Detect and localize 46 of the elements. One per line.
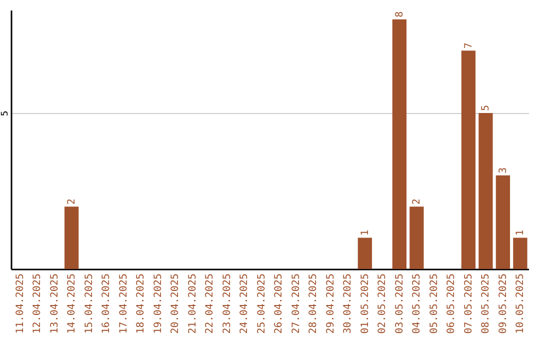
bar	[392, 19, 406, 269]
x-tick-label: 18.04.2025	[136, 274, 147, 334]
x-tick-label: 21.04.2025	[187, 274, 198, 334]
data-label: 5	[480, 104, 492, 111]
data-label: 3	[498, 167, 509, 174]
data-label: 8	[394, 11, 406, 18]
x-tick-label: 09.05.2025	[498, 274, 509, 334]
x-tick-label: 27.04.2025	[290, 274, 302, 334]
x-tick-label: 30.04.2025	[342, 274, 354, 334]
x-tick-label: 01.05.2025	[360, 274, 371, 334]
x-tick-label: 20.04.2025	[170, 274, 182, 334]
x-tick-label: 13.04.2025	[49, 274, 60, 334]
x-tick-label: 25.04.2025	[256, 274, 268, 334]
x-tick-label: 23.04.2025	[222, 274, 233, 334]
data-label: 7	[463, 42, 474, 49]
x-tick-label: 05.05.2025	[428, 274, 440, 334]
x-tick-label: 07.05.2025	[463, 274, 474, 334]
x-tick-label: 12.04.2025	[32, 274, 44, 334]
x-tick-label: 24.04.2025	[239, 274, 250, 334]
x-tick-label: 02.05.2025	[377, 274, 388, 334]
x-tick-label: 26.04.2025	[274, 274, 285, 334]
x-tick-label: 11.04.2025	[14, 274, 26, 334]
x-tick-label: 04.05.2025	[412, 274, 423, 334]
x-tick-label: 10.05.2025	[515, 274, 526, 334]
bar	[461, 50, 476, 269]
x-tick-label: 28.04.2025	[308, 274, 320, 334]
x-tick-label: 29.04.2025	[325, 274, 336, 334]
data-label: 2	[412, 198, 423, 205]
bar	[496, 175, 510, 269]
bar	[358, 238, 372, 269]
data-label: 1	[515, 230, 526, 236]
x-tick-label: 06.05.2025	[446, 274, 458, 334]
x-tick-label: 16.04.2025	[101, 274, 112, 334]
x-tick-label: 19.04.2025	[152, 274, 164, 334]
data-label: 2	[66, 198, 78, 205]
x-tick-label: 22.04.2025	[204, 274, 216, 334]
x-tick-label: 15.04.2025	[84, 274, 95, 334]
x-tick-label: 17.04.2025	[118, 274, 130, 334]
x-tick-label: 08.05.2025	[480, 274, 492, 334]
x-tick-label: 03.05.2025	[394, 274, 406, 334]
bar	[410, 206, 424, 269]
bar	[513, 238, 528, 269]
data-label: 1	[360, 230, 371, 236]
bar	[478, 112, 493, 269]
x-tick-label: 14.04.2025	[66, 274, 78, 334]
bar	[64, 206, 79, 269]
